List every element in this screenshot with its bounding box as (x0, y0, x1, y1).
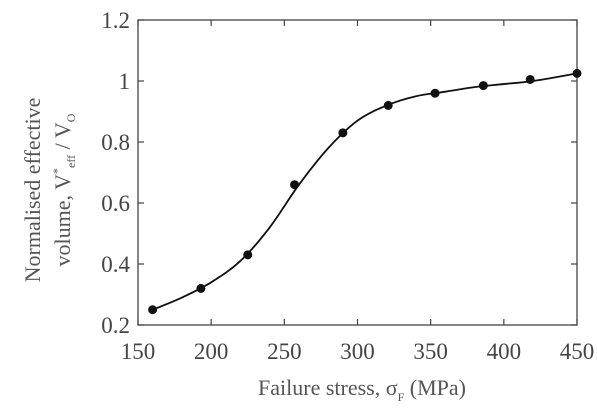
ticks: 150 200 250 300 350 400 450 0.2 0.4 0.6 0.8 1 1.2 (101, 8, 594, 364)
y-axis-title-line1: Normalised effective (20, 98, 45, 283)
data-point (290, 180, 300, 190)
x-tick-label: 150 (121, 339, 156, 364)
fit-curve-layer (152, 72, 578, 311)
fit-curve (152, 72, 578, 311)
y-tick-label: 0.6 (101, 191, 130, 216)
data-point (525, 74, 535, 84)
x-tick-label: 250 (267, 339, 302, 364)
data-point (478, 81, 488, 91)
axes (137, 19, 578, 326)
x-tick-label: 200 (194, 339, 229, 364)
data-point (430, 88, 440, 98)
x-axis-title: Failure stress, σF (MPa) (258, 375, 466, 404)
data-points-layer (148, 68, 582, 315)
data-point (383, 100, 393, 110)
y-tick-label: 0.8 (101, 130, 130, 155)
data-point (243, 250, 253, 260)
y-tick-label: 0.4 (101, 252, 130, 277)
data-point (338, 128, 348, 138)
y-tick-label: 1.2 (101, 8, 130, 33)
data-point (572, 68, 582, 78)
x-tick-label: 300 (340, 339, 375, 364)
x-tick-label: 400 (487, 339, 522, 364)
data-point (148, 305, 158, 315)
data-point (196, 283, 206, 293)
y-axis-title-line2: volume, V*eff / VO (50, 113, 78, 266)
y-tick-label: 0.2 (101, 313, 130, 338)
x-tick-label: 350 (413, 339, 448, 364)
y-tick-label: 1 (119, 69, 131, 94)
x-tick-label: 450 (560, 339, 595, 364)
plot-frame (137, 19, 578, 326)
